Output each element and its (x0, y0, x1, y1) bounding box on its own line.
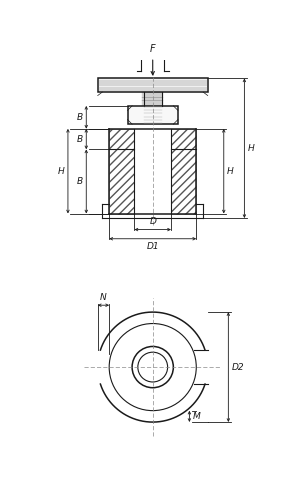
Text: F: F (150, 44, 156, 54)
Text: H: H (58, 166, 64, 175)
Text: B: B (77, 134, 83, 143)
Text: M: M (193, 412, 201, 421)
Text: H: H (227, 166, 234, 175)
Text: H: H (248, 144, 254, 152)
Text: B: B (77, 177, 83, 186)
Text: D: D (149, 217, 156, 226)
Polygon shape (128, 106, 178, 124)
Text: D2: D2 (232, 362, 244, 372)
Polygon shape (98, 78, 208, 92)
Text: B: B (77, 113, 83, 122)
Text: D1: D1 (146, 242, 159, 251)
Text: N: N (100, 293, 107, 302)
